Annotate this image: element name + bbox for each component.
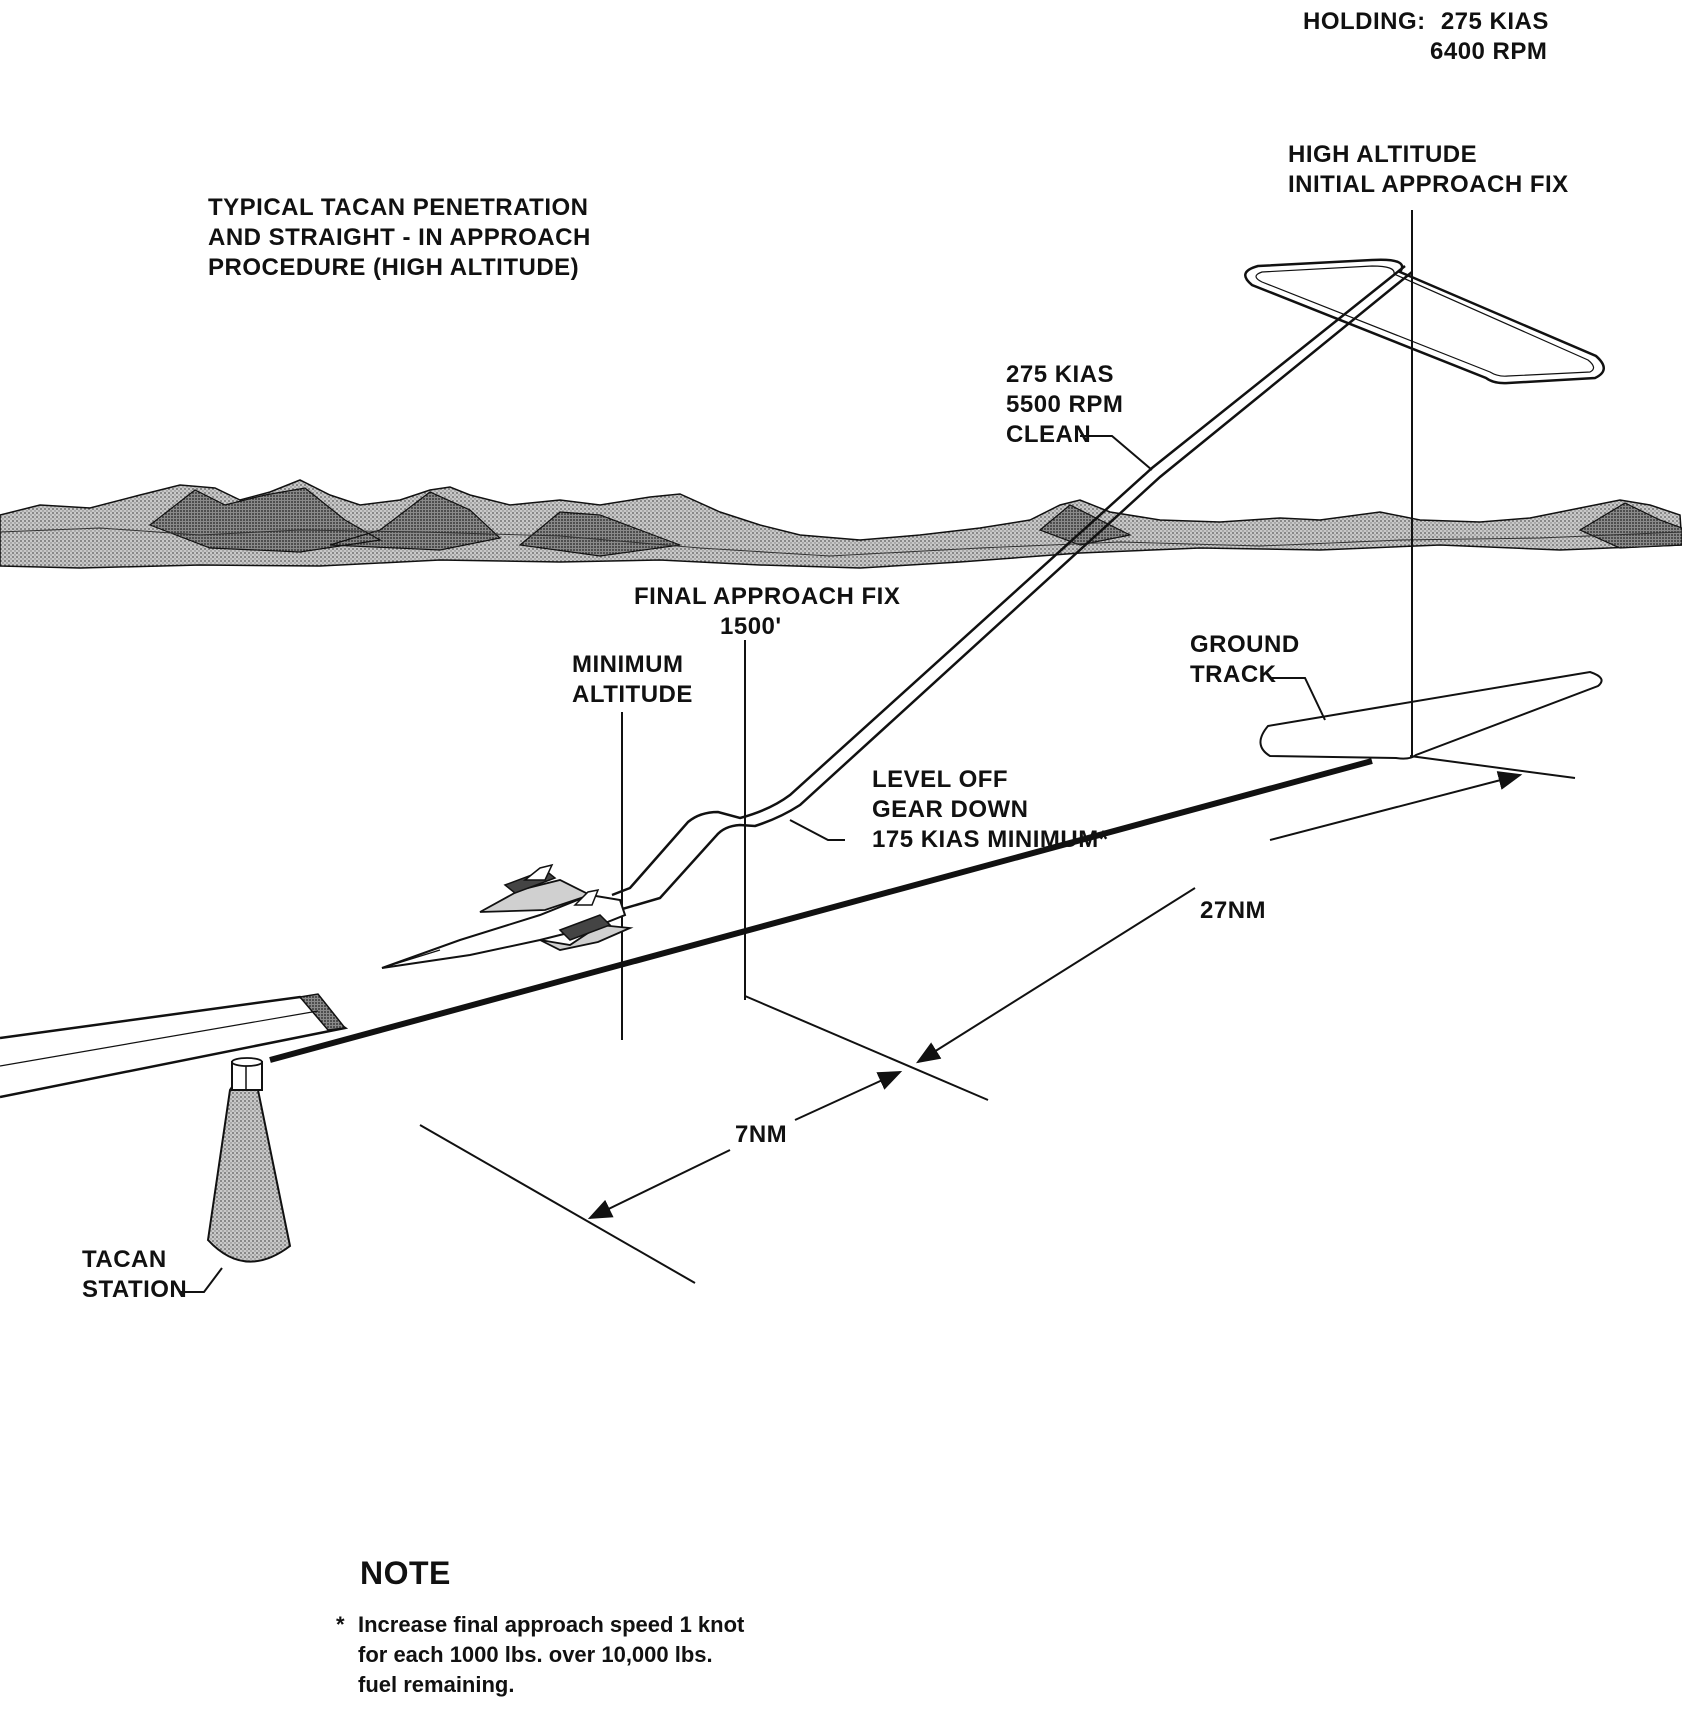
aircraft-tail-fin-2 bbox=[573, 888, 600, 906]
note-title: NOTE bbox=[360, 1555, 451, 1591]
mountain-ridge-line bbox=[0, 527, 1682, 557]
aircraft-tail-fin-1 bbox=[522, 863, 554, 881]
runway bbox=[0, 993, 349, 1099]
title-line-3: PROCEDURE (HIGH ALTITUDE) bbox=[208, 254, 580, 281]
ground-track-line-1: GROUND bbox=[1190, 631, 1300, 658]
initial-fix-line-2: INITIAL APPROACH FIX bbox=[1288, 171, 1569, 198]
penetration-speed: 275 KIAS bbox=[1006, 361, 1115, 388]
penetration-rpm: 5500 RPM bbox=[1006, 391, 1124, 418]
arrow-27nm-upper bbox=[1269, 771, 1523, 841]
tacan-station-label: TACAN STATION bbox=[82, 1245, 187, 1305]
runway-outline bbox=[0, 995, 349, 1099]
minimum-altitude-line-2: ALTITUDE bbox=[572, 681, 693, 708]
distance-7nm-label: 7NM bbox=[735, 1120, 787, 1150]
holding-label-title: HOLDING: bbox=[1303, 8, 1426, 35]
aircraft bbox=[381, 863, 634, 969]
mountain-peaks bbox=[148, 487, 1682, 557]
aircraft-engine-right bbox=[558, 914, 612, 941]
vertical-references bbox=[621, 210, 1413, 1040]
tacan-station-line-2: STATION bbox=[82, 1276, 188, 1303]
holding-rpm-label: 6400 RPM bbox=[1430, 37, 1547, 67]
tacan-station-line-1: TACAN bbox=[82, 1246, 167, 1273]
ground-track-line-2: TRACK bbox=[1190, 661, 1277, 688]
distance-7nm: 7NM bbox=[735, 1121, 788, 1148]
final-fix-altitude: 1500' bbox=[720, 613, 782, 640]
leader-ground-track bbox=[1270, 677, 1326, 721]
leader-tacan-station bbox=[180, 1267, 223, 1293]
ground-track-main-line bbox=[269, 758, 1373, 1063]
tick-line-station bbox=[419, 1124, 696, 1284]
note-line-2: for each 1000 lbs. over 10,000 lbs. bbox=[358, 1642, 713, 1667]
initial-fix-line-1: HIGH ALTITUDE bbox=[1288, 141, 1478, 168]
minimum-altitude-line-1: MINIMUM bbox=[572, 651, 684, 678]
flight-path-upper bbox=[611, 265, 1406, 897]
minimum-altitude-label: MINIMUM ALTITUDE bbox=[572, 650, 693, 710]
aircraft-fuselage bbox=[381, 893, 627, 969]
distance-markers bbox=[419, 771, 1523, 1284]
level-off-line-3: 175 KIAS MINIMUM* bbox=[872, 826, 1109, 853]
distance-27nm: 27NM bbox=[1200, 897, 1267, 924]
note-body: * Increase final approach speed 1 knot fo… bbox=[336, 1610, 744, 1700]
note-asterisk: * bbox=[336, 1612, 345, 1637]
ground-track-label: GROUND TRACK bbox=[1190, 630, 1300, 690]
holding-rpm: 6400 RPM bbox=[1430, 38, 1548, 65]
initial-fix-label: HIGH ALTITUDE INITIAL APPROACH FIX bbox=[1288, 140, 1569, 200]
arrow-27nm-lower bbox=[915, 887, 1196, 1064]
tacan-station-cap bbox=[231, 1057, 263, 1067]
ground-track bbox=[269, 670, 1603, 1063]
aircraft-nose-line bbox=[381, 949, 441, 969]
arrow-7nm-right bbox=[794, 1071, 903, 1121]
note-line-3: fuel remaining. bbox=[358, 1672, 515, 1697]
title-line-2: AND STRAIGHT - IN APPROACH bbox=[208, 224, 591, 251]
leader-level-off bbox=[789, 819, 845, 841]
tick-line-final-fix bbox=[744, 995, 989, 1101]
holding-pattern-inner bbox=[1255, 265, 1595, 377]
holding-speed: 275 KIAS bbox=[1440, 8, 1549, 35]
final-fix-label: FINAL APPROACH FIX 1500' bbox=[634, 582, 900, 642]
flight-path-lower bbox=[611, 271, 1413, 914]
holding-pattern-racetrack bbox=[1244, 258, 1605, 385]
penetration-label: 275 KIAS 5500 RPM CLEAN bbox=[1006, 360, 1123, 450]
diagram-title: TYPICAL TACAN PENETRATION AND STRAIGHT -… bbox=[208, 193, 591, 283]
level-off-line-1: LEVEL OFF bbox=[872, 766, 1009, 793]
arrow-7nm-left bbox=[587, 1149, 731, 1220]
mountain-range bbox=[0, 479, 1682, 569]
flight-path bbox=[611, 265, 1413, 914]
tacan-station-cone bbox=[206, 1073, 292, 1263]
final-fix-line-1: FINAL APPROACH FIX bbox=[634, 583, 901, 610]
ground-track-extension bbox=[1409, 755, 1576, 779]
ground-track-holding-pattern bbox=[1259, 670, 1603, 760]
aircraft-wing-upper bbox=[479, 879, 593, 913]
tacan-station bbox=[206, 1057, 292, 1263]
note-line-1-text: Increase final approach speed 1 knot bbox=[358, 1612, 745, 1637]
runway-centerline-edge bbox=[0, 1010, 319, 1067]
aircraft-wing-lower bbox=[539, 924, 634, 951]
title-line-1: TYPICAL TACAN PENETRATION bbox=[208, 194, 589, 221]
penetration-config: CLEAN bbox=[1006, 421, 1092, 448]
level-off-line-2: GEAR DOWN bbox=[872, 796, 1029, 823]
leader-lines bbox=[180, 435, 1326, 1293]
note-line-1: * Increase final approach speed 1 knot bbox=[336, 1610, 744, 1640]
runway-threshold-marking bbox=[298, 993, 347, 1031]
distance-27nm-label: 27NM bbox=[1200, 896, 1266, 926]
level-off-label: LEVEL OFF GEAR DOWN 175 KIAS MINIMUM* bbox=[872, 765, 1109, 855]
leader-clean bbox=[1080, 435, 1153, 471]
holding-label: HOLDING: 275 KIAS bbox=[1303, 7, 1549, 37]
holding-pattern bbox=[1244, 258, 1605, 385]
